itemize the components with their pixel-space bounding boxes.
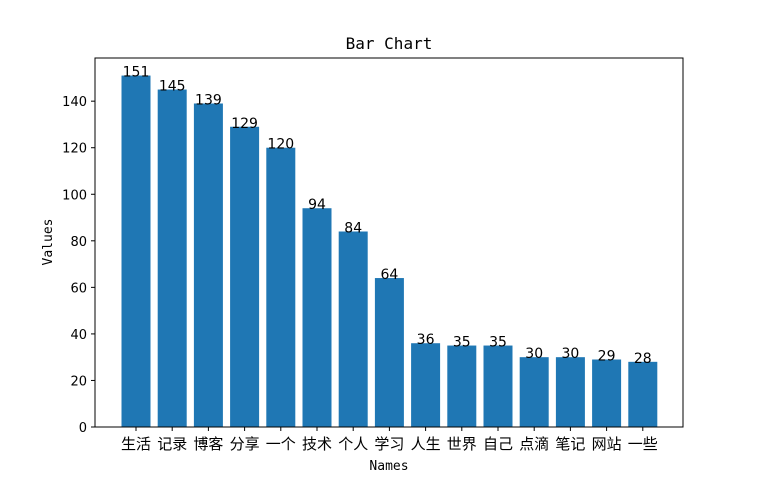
plot-frame [94,57,684,428]
bar-value-label: 84 [344,221,362,237]
x-axis-ticks: 生活 记录 博客 分享 一个 技术 个人 学习 人生 世界 自己 点滴 笔记 网站 一些 [121,427,658,453]
bar [592,359,622,427]
bar-value-label: 35 [453,335,471,351]
bar-value-label: 120 [267,137,294,153]
bar-value-label: 35 [489,335,507,351]
bar [483,345,513,427]
x-tick-label: 世界 [447,435,477,453]
bar-value-label: 28 [634,351,652,367]
bar [302,208,332,427]
y-tick-label: 20 [70,374,87,389]
bar-value-label: 139 [195,93,222,109]
y-tick-label: 60 [70,281,87,296]
x-tick-label: 记录 [157,435,187,453]
y-axis-label: Values [41,219,56,266]
y-tick-label: 40 [70,328,87,343]
y-tick-label: 100 [62,188,87,203]
x-tick-label: 点滴 [519,435,549,453]
chart-title: Bar Chart [346,34,433,53]
bar-value-label: 151 [123,65,150,81]
bar [157,89,187,427]
bar-value-label: 129 [231,116,258,132]
bar [411,343,441,427]
bar [447,345,477,427]
x-tick-label: 一个 [266,435,296,453]
x-tick-label: 个人 [338,435,368,453]
bar [519,357,549,427]
bars-layer [121,75,658,428]
y-tick-label: 80 [70,235,87,250]
x-tick-label: 生活 [121,435,151,453]
x-tick-label: 网站 [592,435,622,453]
y-axis-ticks: 0 20 40 60 80 100 120 140 [62,95,95,436]
bar [121,75,151,427]
x-tick-label: 学习 [374,435,404,453]
bar-value-label: 36 [417,332,435,348]
bar-value-label: 94 [308,197,326,213]
y-tick-label: 120 [62,142,87,157]
bar-value-label: 145 [159,79,186,95]
x-tick-label: 技术 [302,435,332,453]
bar [230,126,260,428]
x-tick-label: 博客 [193,435,223,453]
x-tick-label: 人生 [411,435,441,453]
x-tick-label: 分享 [230,435,260,453]
x-axis-label: Names [369,459,408,474]
bar-value-label: 30 [525,346,543,362]
bar-value-label: 30 [561,346,579,362]
bar [193,103,223,427]
bar-value-label: 64 [380,267,398,283]
bar [266,147,296,427]
y-tick-label: 140 [62,95,87,110]
x-tick-label: 自己 [483,435,513,453]
x-tick-label: 笔记 [555,435,585,453]
data-labels-layer: 151 145 139 129 120 94 84 64 36 35 35 30 30 29 28 [123,65,652,367]
bar [374,278,404,427]
bar [628,361,658,427]
bar [555,357,585,427]
y-tick-label: 0 [79,421,87,436]
bar [338,231,368,427]
bar-value-label: 29 [598,349,616,365]
x-tick-label: 一些 [628,435,658,453]
